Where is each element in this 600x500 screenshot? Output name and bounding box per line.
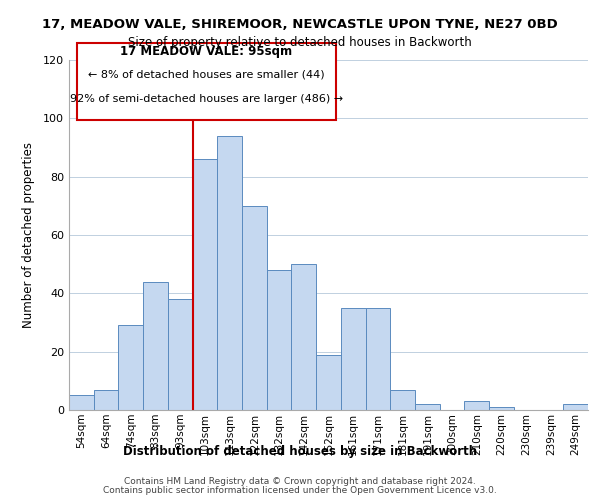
Text: Contains public sector information licensed under the Open Government Licence v3: Contains public sector information licen… — [103, 486, 497, 495]
Bar — [390, 390, 415, 410]
Text: 17, MEADOW VALE, SHIREMOOR, NEWCASTLE UPON TYNE, NE27 0BD: 17, MEADOW VALE, SHIREMOOR, NEWCASTLE UP… — [42, 18, 558, 30]
Bar — [415, 404, 440, 410]
Bar — [464, 401, 489, 410]
Bar — [365, 308, 390, 410]
Text: 17 MEADOW VALE: 95sqm: 17 MEADOW VALE: 95sqm — [121, 45, 293, 58]
Bar — [217, 136, 242, 410]
Text: ← 8% of detached houses are smaller (44): ← 8% of detached houses are smaller (44) — [88, 70, 325, 80]
Text: Distribution of detached houses by size in Backworth: Distribution of detached houses by size … — [123, 444, 477, 458]
Bar — [341, 308, 365, 410]
Bar — [69, 396, 94, 410]
Bar — [242, 206, 267, 410]
Bar — [292, 264, 316, 410]
Y-axis label: Number of detached properties: Number of detached properties — [22, 142, 35, 328]
Bar — [316, 354, 341, 410]
Bar — [118, 326, 143, 410]
Text: 92% of semi-detached houses are larger (486) →: 92% of semi-detached houses are larger (… — [70, 94, 343, 104]
Bar — [94, 390, 118, 410]
FancyBboxPatch shape — [77, 43, 336, 120]
Bar — [143, 282, 168, 410]
Bar — [267, 270, 292, 410]
Bar — [489, 407, 514, 410]
Text: Contains HM Land Registry data © Crown copyright and database right 2024.: Contains HM Land Registry data © Crown c… — [124, 477, 476, 486]
Bar — [563, 404, 588, 410]
Bar — [168, 299, 193, 410]
Bar — [193, 159, 217, 410]
Text: Size of property relative to detached houses in Backworth: Size of property relative to detached ho… — [128, 36, 472, 49]
